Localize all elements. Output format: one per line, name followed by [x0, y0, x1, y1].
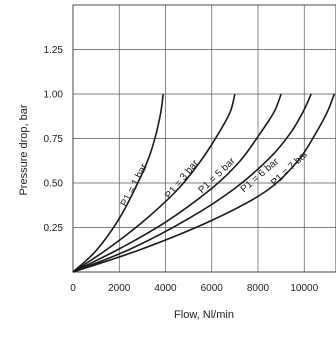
curve-label: P1 = 1 bar [119, 162, 150, 209]
grid-layer [73, 5, 336, 272]
series-line [72, 93, 282, 273]
x-tick-label: 6000 [201, 283, 224, 294]
series-line [72, 93, 336, 273]
tick-layer: 0 2000 4000 6000 8000 10000 0.25 0.50 0.75 1.00 1.… [44, 45, 319, 294]
y-tick-label: 1.00 [44, 90, 64, 101]
curve-label: P1 = 3 bar [163, 158, 201, 201]
x-axis-title: Flow, Nl/min [174, 309, 234, 321]
x-tick-label: 8000 [247, 283, 270, 294]
series-line [72, 93, 236, 273]
y-axis-title: Pressure drop, bar [18, 104, 30, 195]
series-line [72, 93, 164, 273]
y-tick-label: 1.25 [44, 45, 64, 56]
x-tick-label: 0 [70, 283, 76, 294]
x-tick-label: 10000 [290, 283, 318, 294]
plot-frame [72, 4, 336, 273]
y-tick-label: 0.25 [44, 223, 64, 234]
curve-layer [72, 93, 336, 273]
series-line [72, 93, 312, 273]
y-tick-label: 0.75 [44, 134, 64, 145]
y-tick-label: 0.50 [44, 179, 64, 190]
x-tick-label: 2000 [108, 283, 131, 294]
x-tick-label: 4000 [154, 283, 177, 294]
